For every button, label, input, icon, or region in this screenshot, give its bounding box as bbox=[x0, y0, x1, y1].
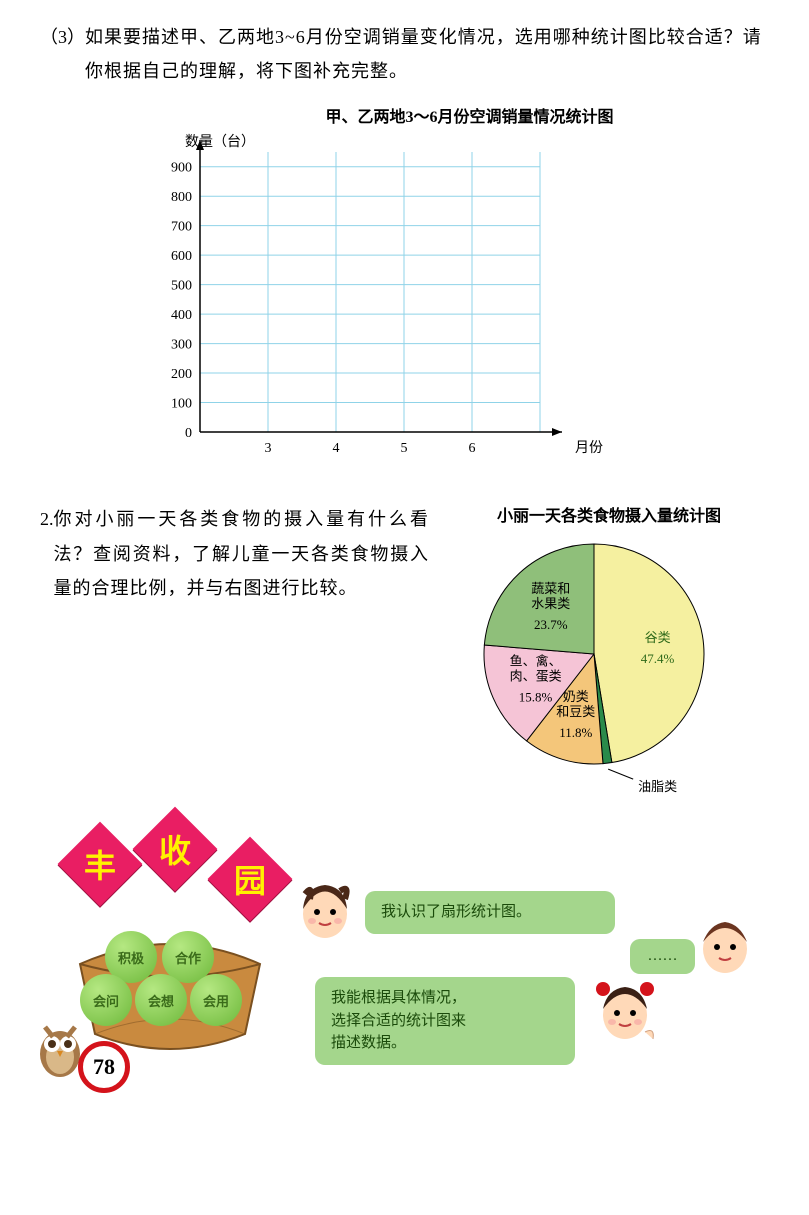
sign-1: 丰 bbox=[58, 822, 143, 907]
svg-text:奶类: 奶类 bbox=[563, 690, 589, 705]
svg-text:水果类: 水果类 bbox=[531, 596, 570, 611]
svg-text:400: 400 bbox=[171, 308, 192, 323]
svg-text:鱼、禽、: 鱼、禽、 bbox=[510, 654, 562, 669]
sign-2: 收 bbox=[133, 807, 218, 892]
svg-text:4: 4 bbox=[333, 441, 340, 456]
svg-text:47.4%: 47.4% bbox=[641, 651, 675, 666]
svg-text:谷类: 谷类 bbox=[645, 630, 671, 645]
svg-text:500: 500 bbox=[171, 279, 192, 294]
pie-chart: 谷类47.4%油脂类1.3%奶类和豆类11.8%鱼、禽、肉、蛋类15.8%蔬菜和… bbox=[449, 534, 769, 794]
sign-3-text: 园 bbox=[234, 856, 266, 902]
svg-text:肉、蛋类: 肉、蛋类 bbox=[510, 669, 562, 684]
apple-4: 会想 bbox=[135, 974, 187, 1026]
sign-1-text: 丰 bbox=[84, 841, 116, 887]
character-2-icon bbox=[695, 914, 755, 979]
apple-5: 会用 bbox=[190, 974, 242, 1026]
question-2-row: 2. 你对小丽一天各类食物的摄入量有什么看法？查阅资料，了解儿童一天各类食物摄入… bbox=[40, 502, 769, 799]
svg-text:和豆类: 和豆类 bbox=[556, 705, 595, 720]
chart-title: 甲、乙两地3～6月份空调销量情况统计图 bbox=[170, 103, 769, 127]
question-2: 2. 你对小丽一天各类食物的摄入量有什么看法？查阅资料，了解儿童一天各类食物摄入… bbox=[40, 502, 429, 605]
speech-1: 我认识了扇形统计图。 bbox=[365, 891, 615, 934]
svg-text:11.8%: 11.8% bbox=[559, 726, 592, 741]
sign-3: 园 bbox=[208, 837, 293, 922]
svg-text:蔬菜和: 蔬菜和 bbox=[531, 581, 570, 596]
pie-chart-area: 小丽一天各类食物摄入量统计图 谷类47.4%油脂类1.3%奶类和豆类11.8%鱼… bbox=[449, 502, 769, 799]
character-1-icon bbox=[295, 879, 355, 949]
svg-text:900: 900 bbox=[171, 161, 192, 176]
svg-text:100: 100 bbox=[171, 397, 192, 412]
pie-title: 小丽一天各类食物摄入量统计图 bbox=[449, 502, 769, 526]
svg-text:800: 800 bbox=[171, 191, 192, 206]
q2-text: 你对小丽一天各类食物的摄入量有什么看法？查阅资料，了解儿童一天各类食物摄入量的合… bbox=[54, 502, 430, 605]
svg-text:油脂类: 油脂类 bbox=[638, 780, 677, 795]
svg-text:月份: 月份 bbox=[575, 440, 603, 456]
harvest-section: 丰 收 园 积极 合作 会问 会想 会用 我认识了扇形统计图。 …… bbox=[40, 819, 769, 1079]
line-chart: 数量（台） 0 100 200 300 400 500 600 700 800 900 3 4 5 6 月份 bbox=[120, 132, 640, 472]
svg-text:23.7%: 23.7% bbox=[534, 617, 568, 632]
apple-3: 会问 bbox=[80, 974, 132, 1026]
speech-2: …… bbox=[630, 939, 695, 974]
svg-text:3: 3 bbox=[265, 441, 272, 456]
svg-text:5: 5 bbox=[401, 441, 408, 456]
svg-text:0: 0 bbox=[185, 426, 192, 441]
q2-number: 2. bbox=[40, 502, 54, 605]
q3-number: （3） bbox=[40, 20, 85, 88]
svg-text:600: 600 bbox=[171, 250, 192, 265]
character-3-icon bbox=[595, 977, 660, 1052]
page-number: 78 bbox=[78, 1041, 130, 1093]
svg-text:300: 300 bbox=[171, 338, 192, 353]
svg-text:700: 700 bbox=[171, 220, 192, 235]
speech-3: 我能根据具体情况， 选择合适的统计图来 描述数据。 bbox=[315, 977, 575, 1065]
q3-text: 如果要描述甲、乙两地3~6月份空调销量变化情况，选用哪种统计图比较合适？请你根据… bbox=[85, 20, 769, 88]
svg-text:数量（台）: 数量（台） bbox=[185, 134, 255, 150]
sign-2-text: 收 bbox=[159, 826, 191, 872]
svg-text:6: 6 bbox=[469, 441, 476, 456]
line-chart-area: 甲、乙两地3～6月份空调销量情况统计图 数量（台） 0 100 200 300 400 50… bbox=[120, 103, 769, 472]
svg-text:15.8%: 15.8% bbox=[519, 690, 553, 705]
svg-text:200: 200 bbox=[171, 367, 192, 382]
question-3: （3） 如果要描述甲、乙两地3~6月份空调销量变化情况，选用哪种统计图比较合适？… bbox=[40, 20, 769, 88]
